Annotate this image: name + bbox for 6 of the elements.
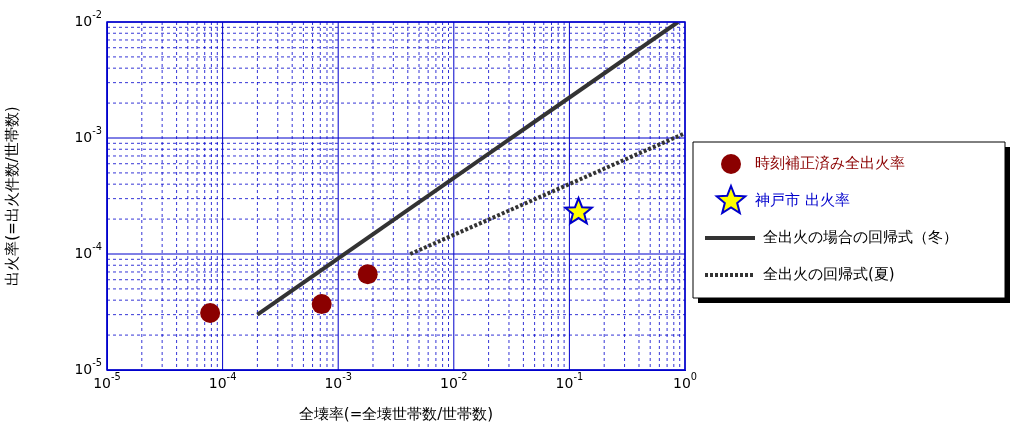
- legend-label: 全出火の回帰式(夏): [763, 264, 895, 283]
- x-axis-title: 全壊率(=全壊世帯数/世帯数): [298, 404, 494, 423]
- legend-label: 全出火の場合の回帰式（冬）: [763, 227, 958, 246]
- y-axis-title: 出火率(=出火件数/世帯数): [2, 106, 21, 286]
- legend-label: 神戸市 出火率: [755, 190, 850, 209]
- legend-label: 時刻補正済み全出火率: [755, 153, 905, 172]
